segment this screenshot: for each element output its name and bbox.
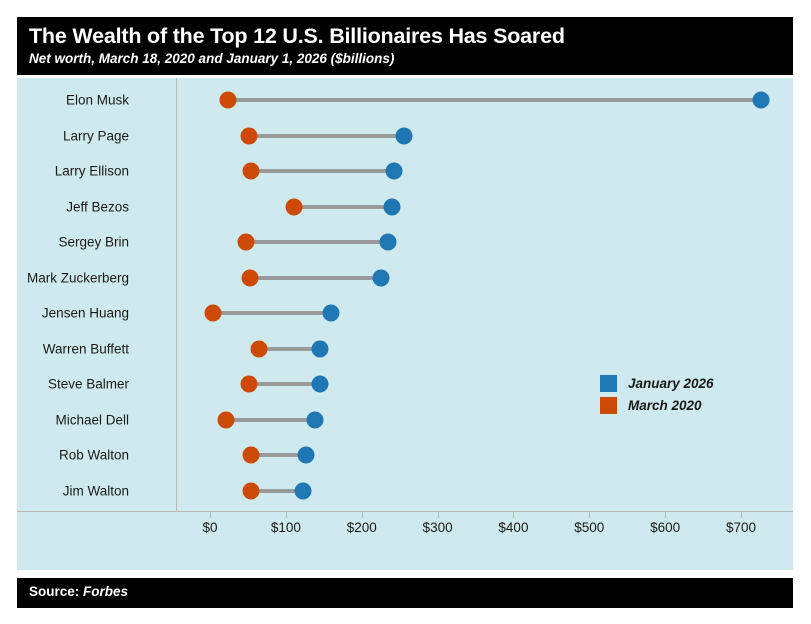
data-point-2020 [217,411,235,428]
legend-swatch-icon [600,374,617,392]
x-axis-tick [741,512,743,518]
data-point-2026 [297,446,315,464]
data-point-2020 [242,446,260,464]
data-point-2026 [294,482,312,499]
data-point-2020 [242,482,260,499]
category-label: Jeff Bezos [66,199,129,214]
category-label: Rob Walton [58,447,129,463]
x-axis-tick [513,512,515,518]
title-band: The Wealth of the Top 12 U.S. Billionair… [17,17,793,75]
chart-subtitle: Net worth, March 18, 2020 and January 1,… [29,51,395,66]
data-point-2020 [285,198,303,215]
data-point-2026 [379,233,396,251]
source-text: Source: Forbes [29,584,793,599]
data-point-2026 [752,91,770,109]
x-axis-tick [665,512,667,518]
dumbbell-connector [249,382,320,386]
category-label: Steve Balmer [47,376,129,392]
x-axis-tick [285,512,287,518]
legend-swatch-icon [600,396,617,414]
legend-label: January 2026 [628,375,714,391]
dumbbell-connector [250,488,304,493]
source-name: Forbes [83,584,129,599]
data-point-2026 [322,304,340,322]
data-point-2020 [250,340,268,357]
chart-legend: January 2026 March 2020 [600,372,714,416]
x-axis-tick [210,512,211,518]
category-label: Jensen Huang [41,305,129,321]
category-label: Warren Buffett [42,341,129,356]
x-axis-tick-label: $400 [498,520,529,535]
x-axis-tick-label: $700 [725,520,757,535]
dumbbell-connector [248,133,405,138]
category-label: Larry Page [62,128,129,143]
category-label: Larry Ellison [54,163,129,179]
data-point-2020 [237,233,255,251]
y-axis-line [176,78,177,511]
dumbbell-connector [245,240,388,244]
plot-panel: Elon Musk Larry Page Larry Ellison Jeff Bez… [17,78,793,570]
category-label: Elon Musk [65,92,129,108]
x-axis-tick [589,512,591,518]
dumbbell-connector [294,204,393,209]
data-point-2026 [372,269,390,286]
data-point-2026 [306,411,324,428]
data-point-2020 [240,127,258,144]
dumbbell-connector [250,453,307,457]
plot-area [176,78,793,511]
category-label: Mark Zuckerberg [26,270,129,285]
dumbbell-connector [213,311,332,315]
x-axis-tick [437,512,439,518]
data-point-2020 [204,304,222,322]
legend-item: March 2020 [600,394,714,416]
source-prefix: Source: [29,584,84,599]
dumbbell-connector [225,417,316,422]
dumbbell-connector [250,275,381,280]
x-axis-tick-label: $300 [422,520,453,535]
dumbbell-connector [228,98,761,102]
data-point-2020 [219,91,237,109]
data-point-2026 [383,198,401,215]
x-axis-tick-label: $0 [202,520,218,535]
data-point-2026 [311,340,329,357]
dumbbell-connector [259,346,320,351]
data-point-2020 [242,162,260,180]
category-label: Jim Walton [62,483,129,498]
data-point-2020 [241,269,259,286]
legend-item: January 2026 [600,372,714,394]
legend-label: March 2020 [628,397,702,413]
page-title: The Wealth of the Top 12 U.S. Billionair… [29,24,565,48]
data-point-2026 [395,127,413,144]
x-axis-line [17,511,793,512]
x-axis-tick [361,512,363,518]
x-axis-tick-label: $100 [270,520,301,535]
data-point-2026 [311,375,329,393]
data-point-2020 [240,375,258,393]
category-label: Sergey Brin [58,234,129,250]
dumbbell-connector [250,169,395,173]
data-point-2026 [385,162,403,180]
category-label: Michael Dell [55,412,129,427]
x-axis-tick-label: $500 [574,520,605,535]
x-axis-tick-label: $200 [346,520,377,535]
x-axis-tick-label: $600 [650,520,681,535]
source-band: Source: Forbes [17,578,793,608]
